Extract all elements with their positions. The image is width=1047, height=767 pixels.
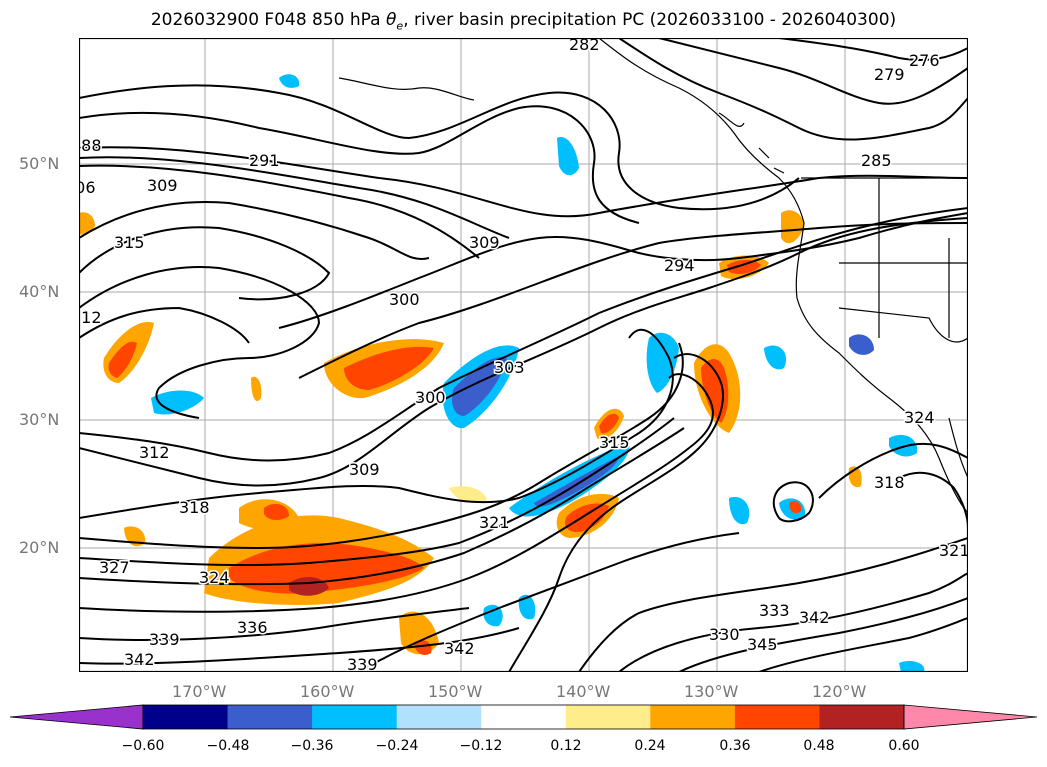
contour-label: 333 <box>759 601 790 620</box>
colorbar-cell <box>819 705 905 729</box>
lon-label: 120°W <box>812 682 867 701</box>
colorbar-tick-label: −0.36 <box>290 738 334 754</box>
coastline <box>338 38 968 514</box>
contour-label: 342 <box>444 639 475 658</box>
precip-positive-area <box>789 500 802 514</box>
contour-label: 324 <box>199 568 230 587</box>
lon-label: 130°W <box>684 682 739 701</box>
contour-label: 336 <box>237 618 268 637</box>
colorbar-tick-label: −0.60 <box>121 738 165 754</box>
lon-label: 170°W <box>172 682 227 701</box>
contour-label: 309 <box>469 233 500 252</box>
colorbar-cell <box>396 705 482 729</box>
precip-positive-area <box>565 503 609 533</box>
lat-label: 40°N <box>19 282 60 301</box>
map-title: 2026032900 F048 850 hPa θe, river basin … <box>150 10 897 33</box>
contour-label: 345 <box>747 635 778 654</box>
colorbar-tick-label: −0.48 <box>206 738 250 754</box>
precip-negative-area <box>452 357 507 416</box>
contour-labels: 282 276 279 288 291 285 306 309 315 312 … <box>79 38 968 672</box>
colorbar-cell <box>143 705 229 729</box>
contour-label: 309 <box>147 176 178 195</box>
contour-label: 285 <box>861 151 892 170</box>
colorbar-cell <box>481 705 567 729</box>
colorbar-cell <box>312 705 398 729</box>
colorbar-extend-high <box>903 704 1037 730</box>
contour-label: 315 <box>599 433 630 452</box>
contour-label: 342 <box>799 608 830 627</box>
precip-negative-area <box>646 332 679 393</box>
colorbar-tick-label: 0.60 <box>888 738 920 754</box>
contour-label: 330 <box>709 625 740 644</box>
contour-label: 309 <box>349 460 380 479</box>
contour-label: 312 <box>139 443 170 462</box>
contour-label: 303 <box>494 358 525 377</box>
precip-positive-area <box>449 486 487 503</box>
precip-negative-area <box>518 594 536 620</box>
precip-negative-area <box>483 604 503 627</box>
contour-label: 318 <box>179 498 210 517</box>
precip-positive-area <box>108 341 137 378</box>
precip-negative-area <box>534 456 619 507</box>
theta-e-contours <box>79 38 968 672</box>
precip-positive-area <box>727 259 761 274</box>
contour-label: 288 <box>79 136 102 155</box>
contour-label: 339 <box>149 630 180 649</box>
colorbar-tick-label: 0.48 <box>803 738 835 754</box>
precip-negative-area <box>557 137 579 176</box>
contour-label: 324 <box>904 408 935 427</box>
precip-negative-area <box>899 661 925 672</box>
precip-positive-area <box>599 413 619 434</box>
contour-label: 291 <box>249 151 280 170</box>
colorbar-cell <box>565 705 651 729</box>
map-border <box>79 38 968 672</box>
precip-negative-area <box>279 74 300 88</box>
colorbar-tick-label: 0.24 <box>634 738 666 754</box>
lon-label: 160°W <box>300 682 355 701</box>
contour-label: 294 <box>664 256 695 275</box>
contour-label: 282 <box>569 38 600 54</box>
colorbar-tick-label: −0.12 <box>459 738 503 754</box>
contour-label: 279 <box>874 65 905 84</box>
contour-label: 327 <box>99 558 130 577</box>
contour-label: 342 <box>124 650 155 669</box>
contour-label: 276 <box>909 51 940 70</box>
precip-negative-area <box>509 443 630 517</box>
contour-label: 306 <box>79 178 96 197</box>
precip-negative-area <box>889 434 918 457</box>
contour-label: 300 <box>415 388 446 407</box>
precip-negative-area <box>151 390 204 415</box>
contour-label: 312 <box>79 308 102 327</box>
precip-positive-area <box>79 212 95 235</box>
precip-positive-area <box>781 210 804 244</box>
precip-positive-area <box>344 346 434 390</box>
lat-label: 30°N <box>19 410 60 429</box>
precip-negative-area <box>849 334 874 355</box>
precip-positive-area <box>414 640 432 655</box>
contour-label: 315 <box>114 233 145 252</box>
colorbar-tick-label: 0.12 <box>550 738 582 754</box>
lon-label: 150°W <box>428 682 483 701</box>
colorbar-frame <box>142 704 905 730</box>
colorbar <box>10 704 1037 730</box>
contour-label: 321 <box>479 513 510 532</box>
precip-negative-area <box>764 345 787 370</box>
colorbar-tick-label: 0.36 <box>719 738 751 754</box>
lon-label: 140°W <box>556 682 611 701</box>
contour-label: 321 <box>939 541 968 560</box>
precip-positive-area <box>264 503 289 521</box>
colorbar-cell <box>650 705 736 729</box>
precip-negative-area <box>729 497 750 525</box>
colorbar-cell <box>734 705 820 729</box>
contour-label: 339 <box>347 655 378 672</box>
lat-label: 20°N <box>19 538 60 557</box>
colorbar-extend-low <box>10 704 144 730</box>
map-plot: 282 276 279 288 291 285 306 309 315 312 … <box>79 38 968 672</box>
lat-label: 50°N <box>19 154 60 173</box>
precip-positive-area <box>251 376 262 402</box>
colorbar-cell <box>227 705 313 729</box>
colorbar-tick-label: −0.24 <box>375 738 419 754</box>
contour-label: 300 <box>389 290 420 309</box>
contour-label: 318 <box>874 473 905 492</box>
